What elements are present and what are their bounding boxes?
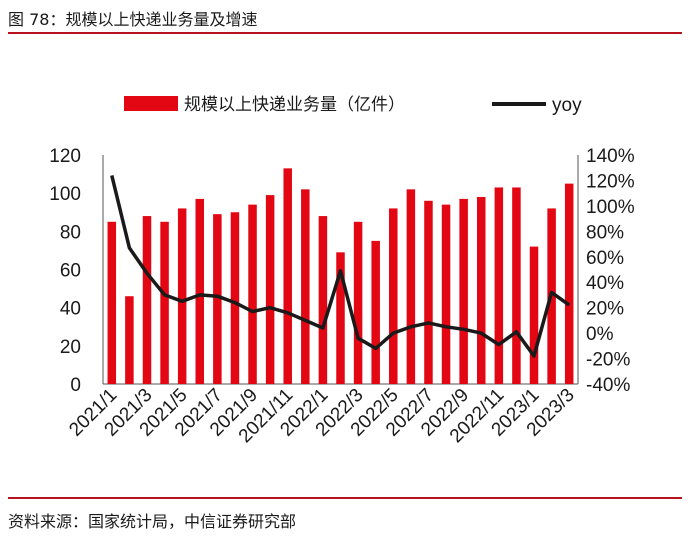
- bar: [336, 252, 345, 384]
- y-right-tick-label: 40%: [586, 273, 624, 294]
- y-right-tick-label: -40%: [586, 375, 630, 396]
- bar: [494, 187, 504, 384]
- yoy-line: [110, 174, 571, 358]
- y-right-tick-label: 140%: [586, 146, 635, 167]
- y-right-tick-label: 120%: [586, 171, 635, 192]
- bar: [371, 240, 380, 384]
- y-right-tick-label: 100%: [586, 197, 635, 218]
- bar: [389, 208, 398, 384]
- source-rule: [8, 497, 682, 499]
- y-left-tick-label: 20: [60, 337, 81, 358]
- bar: [248, 204, 257, 384]
- y-left-tick-label: 80: [60, 222, 81, 243]
- y-right-tick-label: 60%: [586, 248, 624, 269]
- bar: [424, 200, 433, 384]
- bar: [564, 183, 574, 384]
- legend: 规模以上快递业务量（亿件） yoy: [124, 95, 582, 116]
- y-left-tick-label: 60: [60, 261, 81, 282]
- y-left-tick-label: 0: [70, 375, 81, 396]
- bar: [160, 221, 169, 384]
- y-right-tick-label: -20%: [586, 350, 630, 371]
- bar: [195, 198, 205, 384]
- bar: [230, 212, 240, 384]
- bar: [213, 214, 222, 384]
- bar: [406, 189, 416, 384]
- y-left-tick-label: 120: [49, 146, 81, 167]
- y-left-tick-label: 100: [49, 184, 81, 205]
- y-right-tick-label: 0%: [586, 324, 614, 345]
- y-left-tick-label: 40: [60, 299, 81, 320]
- bar: [529, 246, 539, 384]
- bar: [318, 216, 328, 384]
- bar: [142, 216, 152, 384]
- bar: [353, 221, 363, 384]
- bar: [441, 204, 451, 384]
- y-right-tick-label: 80%: [586, 222, 624, 243]
- yoy-series: [110, 174, 571, 358]
- bar: [177, 208, 187, 384]
- bar: [512, 187, 521, 384]
- bar: [301, 189, 310, 384]
- bar: [125, 296, 134, 384]
- bar-series: [107, 168, 574, 384]
- bar: [459, 198, 468, 384]
- legend-bar-label: 规模以上快递业务量（亿件）: [184, 95, 405, 115]
- bar: [107, 221, 117, 384]
- legend-bar-swatch: [124, 96, 178, 111]
- bar: [283, 168, 292, 384]
- legend-line-label: yoy: [552, 95, 582, 116]
- y-right-tick-label: 20%: [586, 299, 624, 320]
- figure-title: 图 78：规模以上快递业务量及增速: [8, 10, 258, 29]
- bar: [476, 196, 486, 384]
- title-rule: [8, 32, 682, 34]
- figure-source: 资料来源：国家统计局，中信证券研究部: [8, 512, 297, 531]
- bar: [265, 195, 275, 384]
